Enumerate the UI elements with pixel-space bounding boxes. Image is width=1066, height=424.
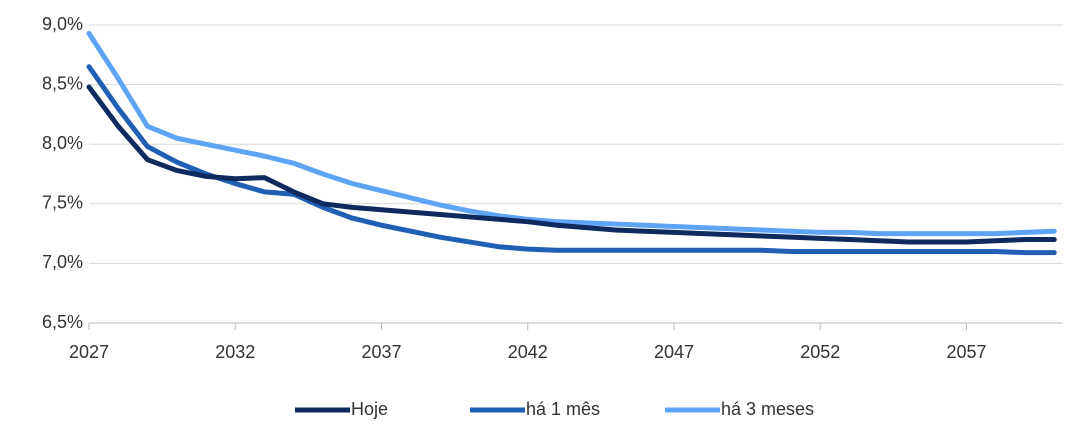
x-tick-label: 2047	[654, 342, 694, 362]
y-tick-label: 7,5%	[42, 193, 83, 213]
x-tick-label: 2057	[946, 342, 986, 362]
y-tick-label: 6,5%	[42, 312, 83, 332]
y-tick-label: 7,0%	[42, 252, 83, 272]
y-tick-label: 9,0%	[42, 14, 83, 34]
legend-label: há 3 meses	[721, 399, 814, 419]
series-line	[86, 64, 1057, 256]
y-tick-label: 8,0%	[42, 133, 83, 153]
legend-label: há 1 mês	[526, 399, 600, 419]
x-tick-label: 2032	[215, 342, 255, 362]
series-line	[86, 84, 1057, 245]
y-tick-label: 8,5%	[42, 73, 83, 93]
x-tick-label: 2042	[508, 342, 548, 362]
x-tick-label: 2052	[800, 342, 840, 362]
x-tick-label: 2027	[69, 342, 109, 362]
legend-label: Hoje	[351, 399, 388, 419]
x-tick-label: 2037	[361, 342, 401, 362]
series-line	[86, 30, 1057, 237]
